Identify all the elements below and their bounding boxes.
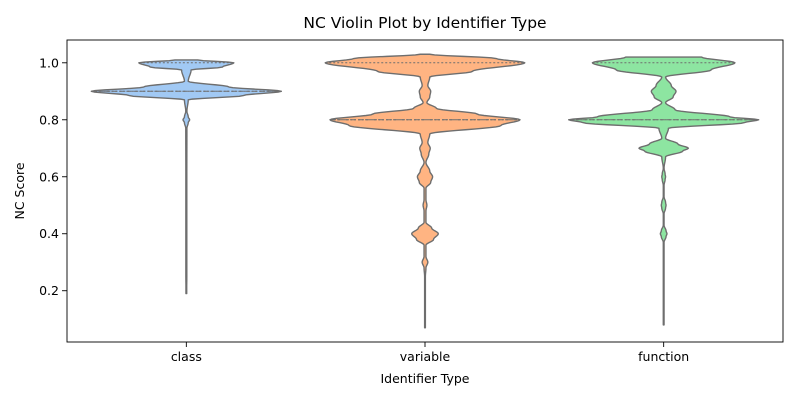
- y-tick-label: 0.4: [39, 226, 59, 241]
- violin-function: [567, 56, 760, 326]
- violin-body-class: [90, 59, 283, 295]
- x-tick-label-class: class: [171, 349, 202, 364]
- y-axis-label: NC Score: [12, 162, 27, 219]
- y-axis-ticks: 0.2 0.4 0.6 0.8 1.0: [39, 55, 67, 298]
- plot-frame: [66, 39, 784, 343]
- y-tick-label: 1.0: [39, 55, 59, 70]
- plot-area: [90, 53, 760, 329]
- y-tick-label: 0.6: [39, 169, 59, 184]
- violin-body-variable: [324, 53, 526, 329]
- violin-class: [90, 59, 283, 295]
- chart-title: NC Violin Plot by Identifier Type: [303, 14, 546, 32]
- x-tick-label-variable: variable: [400, 349, 451, 364]
- y-tick-label: 0.2: [39, 283, 59, 298]
- x-tick-label-function: function: [638, 349, 689, 364]
- violin-variable: [324, 53, 526, 329]
- x-axis-ticks: class variable function: [171, 342, 689, 364]
- x-axis-label: Identifier Type: [381, 371, 470, 386]
- violin-body-function: [567, 56, 760, 326]
- y-tick-label: 0.8: [39, 112, 59, 127]
